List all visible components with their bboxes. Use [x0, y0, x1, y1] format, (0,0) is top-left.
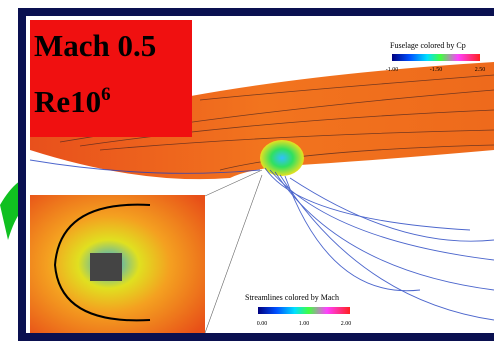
legend-title: Streamlines colored by Mach: [245, 293, 339, 302]
scene: Mach 0.5 Re106 Fuselage colored by Cp -1…: [0, 0, 494, 341]
legend-tick: 0.00: [257, 321, 268, 327]
condition-label: Mach 0.5: [34, 28, 156, 63]
legend-tick: -1.00: [386, 67, 399, 73]
legend-tick: 1.00: [299, 321, 310, 327]
legend-tick: 2.50: [475, 67, 486, 73]
inset-body: [90, 253, 122, 281]
reynolds-base: Re10: [34, 84, 101, 119]
colorbar: [392, 54, 480, 61]
colorbar: [258, 307, 350, 314]
legend-title: Fuselage colored by Cp: [390, 41, 466, 50]
reynolds-label: Re106: [34, 84, 111, 119]
legend-tick: 2.00: [341, 321, 352, 327]
reynolds-exponent: 6: [101, 84, 111, 105]
legend-tick: -1.50: [430, 67, 443, 73]
